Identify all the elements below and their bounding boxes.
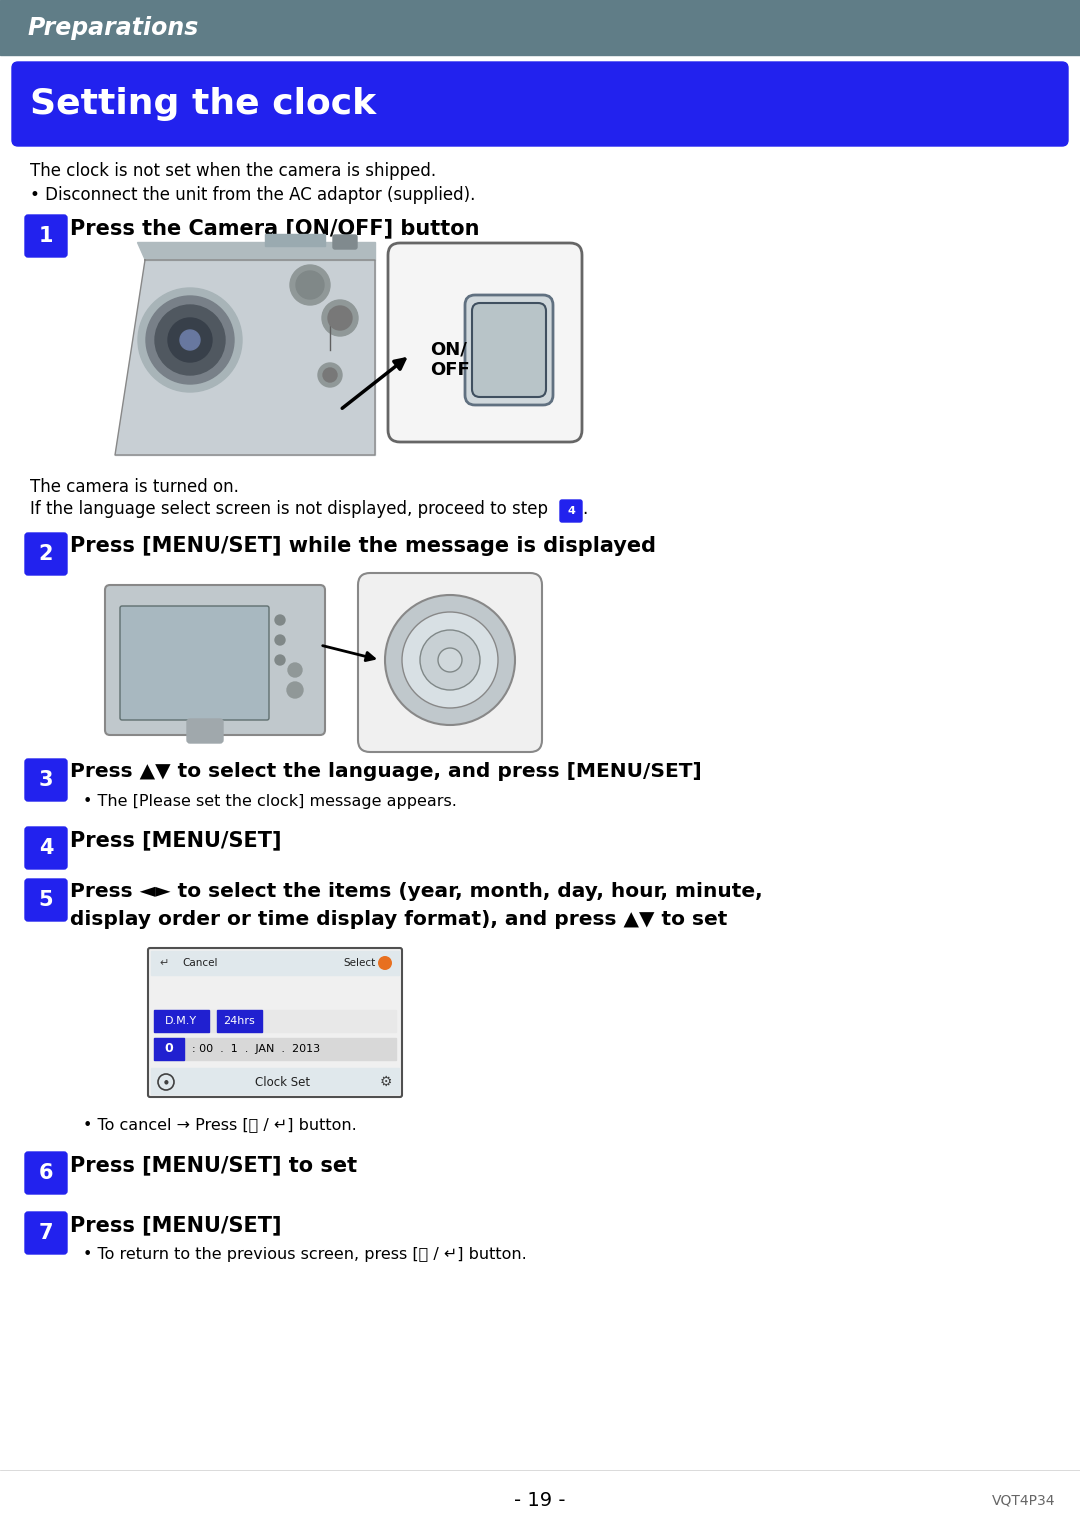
Text: ●: ● xyxy=(164,1079,168,1085)
Text: Clock Set: Clock Set xyxy=(256,1076,311,1088)
Text: 24hrs: 24hrs xyxy=(224,1016,255,1025)
Text: 0: 0 xyxy=(164,1042,174,1056)
Circle shape xyxy=(180,330,200,350)
Bar xyxy=(154,1010,210,1032)
Text: Press [MENU/SET]: Press [MENU/SET] xyxy=(70,1216,282,1236)
FancyBboxPatch shape xyxy=(148,949,402,1098)
Text: Select: Select xyxy=(343,958,376,969)
Text: D.M.Y: D.M.Y xyxy=(165,1016,197,1025)
Bar xyxy=(154,1038,184,1061)
FancyBboxPatch shape xyxy=(12,61,1068,146)
Circle shape xyxy=(318,362,342,387)
Circle shape xyxy=(275,635,285,645)
Circle shape xyxy=(402,612,498,708)
FancyBboxPatch shape xyxy=(25,880,67,921)
Text: : 00  .  1  .  JAN  .  2013: : 00 . 1 . JAN . 2013 xyxy=(192,1044,320,1055)
Circle shape xyxy=(275,655,285,665)
Circle shape xyxy=(296,272,324,299)
Text: • Disconnect the unit from the AC adaptor (supplied).: • Disconnect the unit from the AC adapto… xyxy=(30,186,475,204)
FancyBboxPatch shape xyxy=(357,573,542,752)
FancyBboxPatch shape xyxy=(25,1151,67,1194)
Circle shape xyxy=(420,629,480,691)
FancyBboxPatch shape xyxy=(561,500,582,522)
Text: Press ◄► to select the items (year, month, day, hour, minute,: Press ◄► to select the items (year, mont… xyxy=(70,883,762,901)
Text: 4: 4 xyxy=(567,507,575,516)
Text: • To cancel → Press [⓸ / ↵] button.: • To cancel → Press [⓸ / ↵] button. xyxy=(83,1117,356,1131)
Circle shape xyxy=(384,596,515,725)
Text: Press ▲▼ to select the language, and press [MENU/SET]: Press ▲▼ to select the language, and pre… xyxy=(70,761,702,781)
FancyBboxPatch shape xyxy=(25,758,67,801)
Text: Cancel: Cancel xyxy=(183,958,218,969)
Polygon shape xyxy=(137,243,375,259)
Text: • To return to the previous screen, press [⓸ / ↵] button.: • To return to the previous screen, pres… xyxy=(83,1246,527,1262)
FancyBboxPatch shape xyxy=(187,718,222,743)
FancyBboxPatch shape xyxy=(25,533,67,576)
Bar xyxy=(151,952,399,975)
Text: 5: 5 xyxy=(39,890,53,910)
Text: display order or time display format), and press ▲▼ to set: display order or time display format), a… xyxy=(70,910,727,929)
Circle shape xyxy=(146,296,234,384)
Text: Preparations: Preparations xyxy=(28,15,200,40)
FancyBboxPatch shape xyxy=(333,235,357,249)
FancyBboxPatch shape xyxy=(120,606,269,720)
Circle shape xyxy=(156,305,225,375)
Circle shape xyxy=(275,616,285,625)
Bar xyxy=(154,1010,396,1032)
Circle shape xyxy=(138,289,242,391)
Circle shape xyxy=(328,305,352,330)
Circle shape xyxy=(378,956,392,970)
Bar xyxy=(154,1038,396,1061)
FancyBboxPatch shape xyxy=(25,215,67,256)
FancyBboxPatch shape xyxy=(472,302,546,398)
Text: VQT4P34: VQT4P34 xyxy=(991,1494,1055,1507)
Text: - 19 -: - 19 - xyxy=(514,1490,566,1509)
Text: OFF: OFF xyxy=(430,361,470,379)
Text: Press [MENU/SET]: Press [MENU/SET] xyxy=(70,830,282,850)
Text: The clock is not set when the camera is shipped.: The clock is not set when the camera is … xyxy=(30,163,436,180)
Circle shape xyxy=(288,663,302,677)
Text: Setting the clock: Setting the clock xyxy=(30,87,376,121)
FancyBboxPatch shape xyxy=(388,243,582,442)
Text: ⚙: ⚙ xyxy=(380,1074,392,1088)
Text: The camera is turned on.: The camera is turned on. xyxy=(30,477,239,496)
Circle shape xyxy=(287,682,303,698)
Circle shape xyxy=(291,266,330,305)
Text: 4: 4 xyxy=(39,838,53,858)
Bar xyxy=(265,233,325,246)
FancyBboxPatch shape xyxy=(25,1213,67,1254)
Text: 6: 6 xyxy=(39,1164,53,1183)
FancyBboxPatch shape xyxy=(465,295,553,405)
Bar xyxy=(151,1068,399,1094)
Text: .: . xyxy=(582,500,588,517)
FancyBboxPatch shape xyxy=(105,585,325,735)
Text: 7: 7 xyxy=(39,1223,53,1243)
Text: • The [Please set the clock] message appears.: • The [Please set the clock] message app… xyxy=(83,794,457,809)
Polygon shape xyxy=(114,259,375,454)
Text: ↵: ↵ xyxy=(160,958,168,969)
FancyBboxPatch shape xyxy=(25,827,67,869)
Circle shape xyxy=(322,299,357,336)
Text: If the language select screen is not displayed, proceed to step: If the language select screen is not dis… xyxy=(30,500,553,517)
Text: 1: 1 xyxy=(39,226,53,246)
Bar xyxy=(217,1010,262,1032)
Circle shape xyxy=(438,648,462,672)
Circle shape xyxy=(168,318,212,362)
Bar xyxy=(0,0,1080,55)
Text: ON/: ON/ xyxy=(430,341,467,359)
Text: Press the Camera [ON/OFF] button: Press the Camera [ON/OFF] button xyxy=(70,218,480,238)
Text: Press [MENU/SET] to set: Press [MENU/SET] to set xyxy=(70,1154,357,1174)
Text: Press [MENU/SET] while the message is displayed: Press [MENU/SET] while the message is di… xyxy=(70,536,656,556)
Text: 2: 2 xyxy=(39,543,53,563)
Text: 3: 3 xyxy=(39,771,53,791)
Circle shape xyxy=(323,368,337,382)
